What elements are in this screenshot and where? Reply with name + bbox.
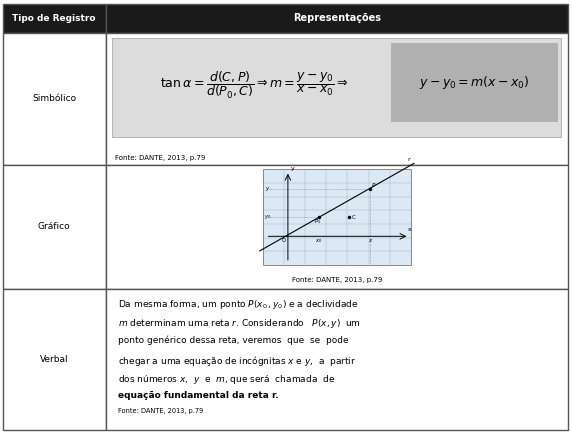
Bar (3, 33, 106, 165)
Text: $y_0$: $y_0$ (264, 213, 272, 221)
Text: Verbal: Verbal (40, 355, 69, 364)
Bar (3, 289, 106, 430)
Text: x: x (408, 227, 412, 232)
Text: equação fundamental da reta r.: equação fundamental da reta r. (118, 391, 279, 401)
Bar (3, 4, 106, 33)
Text: Simbólico: Simbólico (32, 94, 77, 103)
Text: $\tan\alpha = \dfrac{d(C,P)}{d(P_0,C)} \Rightarrow m = \dfrac{y-y_0}{x-x_0} \Rig: $\tan\alpha = \dfrac{d(C,P)}{d(P_0,C)} \… (160, 69, 348, 101)
Text: x: x (368, 238, 371, 243)
Bar (106, 289, 568, 430)
Text: y: y (291, 166, 294, 171)
Text: y: y (265, 186, 268, 191)
Text: $P_0$: $P_0$ (314, 217, 321, 226)
Text: Da mesma forma, um ponto $P(x_0\,,y_0)$ e a declividade: Da mesma forma, um ponto $P(x_0\,,y_0)$ … (118, 298, 359, 311)
Bar (3, 165, 106, 289)
Bar (106, 4, 568, 33)
Text: dos números $x$,  $y$  e  $m$, que será  chamada  de: dos números $x$, $y$ e $m$, que será cha… (118, 373, 335, 386)
Text: Gráfico: Gráfico (38, 222, 71, 231)
Text: Tipo de Registro: Tipo de Registro (13, 14, 96, 23)
Text: ponto genérico dessa reta, veremos  que  se  pode: ponto genérico dessa reta, veremos que s… (118, 335, 349, 345)
Text: $y-y_0=m(x-x_0)$: $y-y_0=m(x-x_0)$ (419, 74, 530, 91)
Bar (263, 169, 411, 265)
Text: Fonte: DANTE, 2013, p.79: Fonte: DANTE, 2013, p.79 (118, 408, 203, 414)
Text: P: P (372, 183, 375, 188)
Text: Fonte: DANTE, 2013, p.79: Fonte: DANTE, 2013, p.79 (292, 277, 382, 283)
Text: $m$ determinam uma reta $r$. Considerando   $P(x,y)$  um: $m$ determinam uma reta $r$. Considerand… (118, 317, 361, 330)
Text: Representações: Representações (293, 13, 381, 23)
Bar (106, 33, 568, 165)
Text: C: C (352, 215, 355, 220)
Bar (106, 165, 568, 289)
Text: chegar a uma equação de incógnitas $x$ e $y$,  a  partir: chegar a uma equação de incógnitas $x$ e… (118, 354, 356, 368)
Bar (391, 43, 558, 122)
Text: Fonte: DANTE, 2013, p.79: Fonte: DANTE, 2013, p.79 (115, 155, 206, 161)
Text: $x_0$: $x_0$ (315, 237, 323, 245)
Bar (112, 38, 561, 137)
Text: r: r (408, 157, 411, 162)
Text: O: O (282, 238, 286, 243)
